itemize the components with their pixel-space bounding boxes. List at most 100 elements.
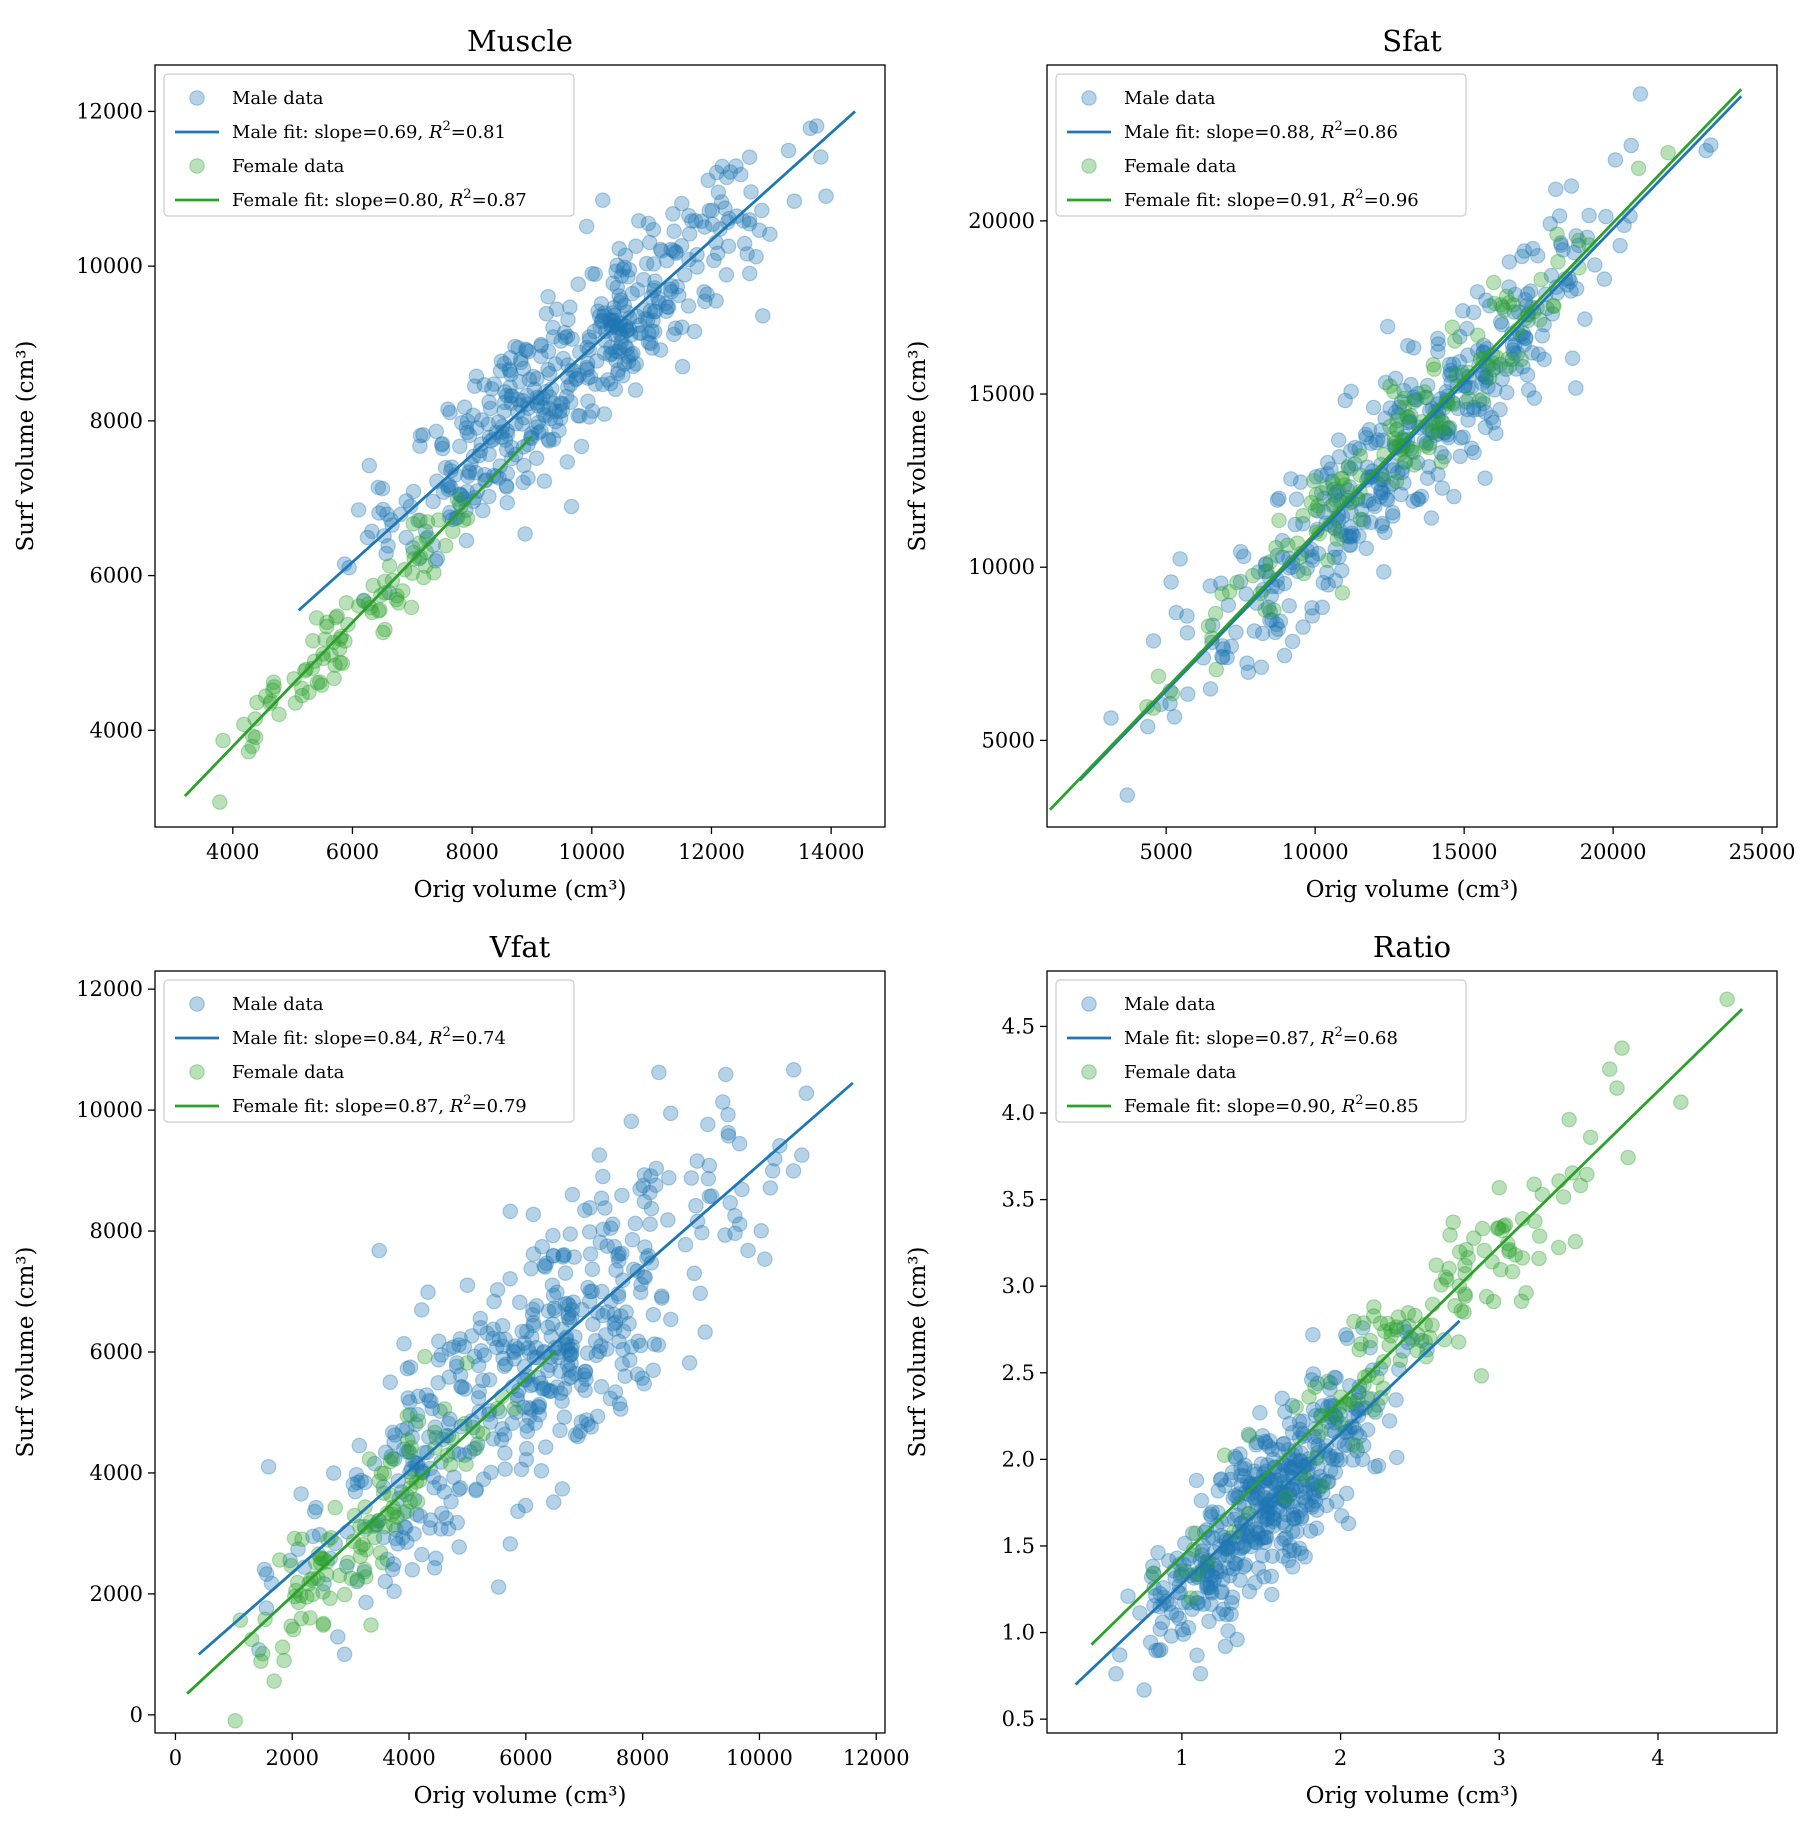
male-data-point: [1272, 613, 1289, 629]
male-data-point: [1374, 515, 1391, 532]
male-data-point: [557, 1337, 573, 1354]
female-data-point: [312, 1550, 329, 1566]
male-data-point: [1321, 1450, 1337, 1466]
male-data-point: [1226, 1511, 1243, 1527]
male-data-point: [537, 1439, 554, 1455]
male-data-point: [1396, 1319, 1412, 1336]
female-data-point: [1388, 421, 1405, 438]
male-data-point: [751, 222, 768, 239]
female-data-point: [358, 1569, 374, 1585]
female-data-point: [1365, 1308, 1382, 1324]
male-data-point: [615, 1341, 631, 1358]
male-data-point: [398, 529, 414, 546]
chart-title: Sfat: [1382, 24, 1442, 58]
female-data-point: [1396, 399, 1412, 416]
male-data-point: [562, 299, 578, 315]
male-data-point: [708, 292, 724, 309]
male-data-point: [518, 387, 535, 404]
male-data-point: [506, 1344, 522, 1361]
male-data-point: [1304, 1475, 1321, 1491]
male-data-point: [528, 1298, 545, 1314]
male-data-point: [590, 303, 606, 319]
male-data-point: [1343, 460, 1359, 477]
male-data-point: [451, 1337, 467, 1353]
female-data-point: [314, 1550, 330, 1567]
male-data-point: [341, 559, 357, 576]
male-data-point: [560, 357, 576, 373]
female-data-point: [1485, 274, 1502, 291]
male-data-point: [665, 326, 682, 343]
female-data-point: [1491, 1179, 1508, 1196]
male-data-point: [1262, 612, 1278, 629]
male-data-point: [549, 1379, 565, 1395]
male-data-point: [1152, 1598, 1168, 1615]
female-data-point: [1458, 1241, 1474, 1258]
male-data-point: [595, 1221, 611, 1238]
female-data-point: [274, 1639, 291, 1655]
male-data-point: [503, 388, 519, 404]
male-data-point: [522, 1377, 539, 1394]
male-data-point: [515, 360, 532, 377]
male-data-point: [1382, 400, 1398, 416]
female-data-point: [1241, 1428, 1258, 1444]
female-fit-line: [1090, 1008, 1744, 1646]
x-tick-label: 5000: [1139, 840, 1192, 864]
male-data-point: [1292, 1453, 1308, 1470]
male-data-point: [1351, 1428, 1368, 1445]
male-data-point: [599, 1304, 615, 1320]
female-data-point: [1532, 311, 1548, 328]
y-tick-label: 2000: [90, 1582, 143, 1606]
male-data-point: [1235, 1539, 1251, 1555]
male-data-point: [1258, 1463, 1274, 1480]
male-data-point: [1315, 574, 1332, 591]
male-data-point: [1390, 406, 1407, 423]
female-data-point: [449, 491, 466, 507]
male-data-point: [650, 290, 666, 306]
male-data-point: [1299, 560, 1315, 576]
male-data-point: [562, 1226, 578, 1242]
male-data-point: [523, 1329, 540, 1346]
female-data-point: [286, 1530, 303, 1547]
male-data-point: [1333, 1508, 1350, 1524]
male-fit-line: [197, 1081, 854, 1656]
male-data-point: [1338, 1485, 1355, 1502]
male-data-point: [604, 1216, 621, 1232]
male-data-point: [1387, 370, 1404, 387]
male-data-point: [612, 325, 628, 342]
male-data-point: [438, 1428, 454, 1444]
legend-label: Female data: [232, 1062, 345, 1083]
female-data-point: [1489, 1220, 1506, 1237]
male-data-point: [1310, 1444, 1326, 1461]
female-data-point: [1353, 1336, 1369, 1352]
female-data-point: [1390, 1309, 1407, 1325]
male-data-point: [681, 226, 698, 242]
male-data-point: [1347, 456, 1363, 472]
male-data-point: [504, 388, 520, 404]
male-data-point: [587, 376, 604, 392]
male-data-point: [472, 442, 489, 459]
male-data-point: [1103, 710, 1119, 726]
female-data-point: [1359, 1390, 1376, 1407]
male-data-point: [1284, 1469, 1300, 1485]
male-data-point: [483, 1464, 499, 1481]
male-data-point: [1494, 316, 1510, 333]
male-data-point: [1278, 1529, 1294, 1546]
male-data-point: [1338, 527, 1355, 544]
male-data-point: [1256, 1568, 1272, 1585]
male-data-point: [1416, 433, 1433, 449]
male-data-point: [1214, 1583, 1230, 1600]
male-data-point: [615, 1323, 632, 1339]
female-data-point: [336, 1586, 353, 1603]
male-data-point: [1189, 1594, 1205, 1611]
male-data-point: [1256, 1508, 1272, 1525]
male-data-point: [1403, 376, 1419, 393]
male-data-point: [1223, 1595, 1240, 1611]
male-data-point: [440, 1520, 457, 1537]
male-data-point: [434, 1505, 450, 1522]
female-data-point: [1301, 1389, 1317, 1405]
female-data-point: [1369, 1369, 1385, 1386]
female-data-point: [1442, 1227, 1458, 1243]
female-data-point: [468, 1440, 485, 1456]
male-data-point: [451, 438, 468, 455]
female-data-point: [315, 1615, 332, 1632]
